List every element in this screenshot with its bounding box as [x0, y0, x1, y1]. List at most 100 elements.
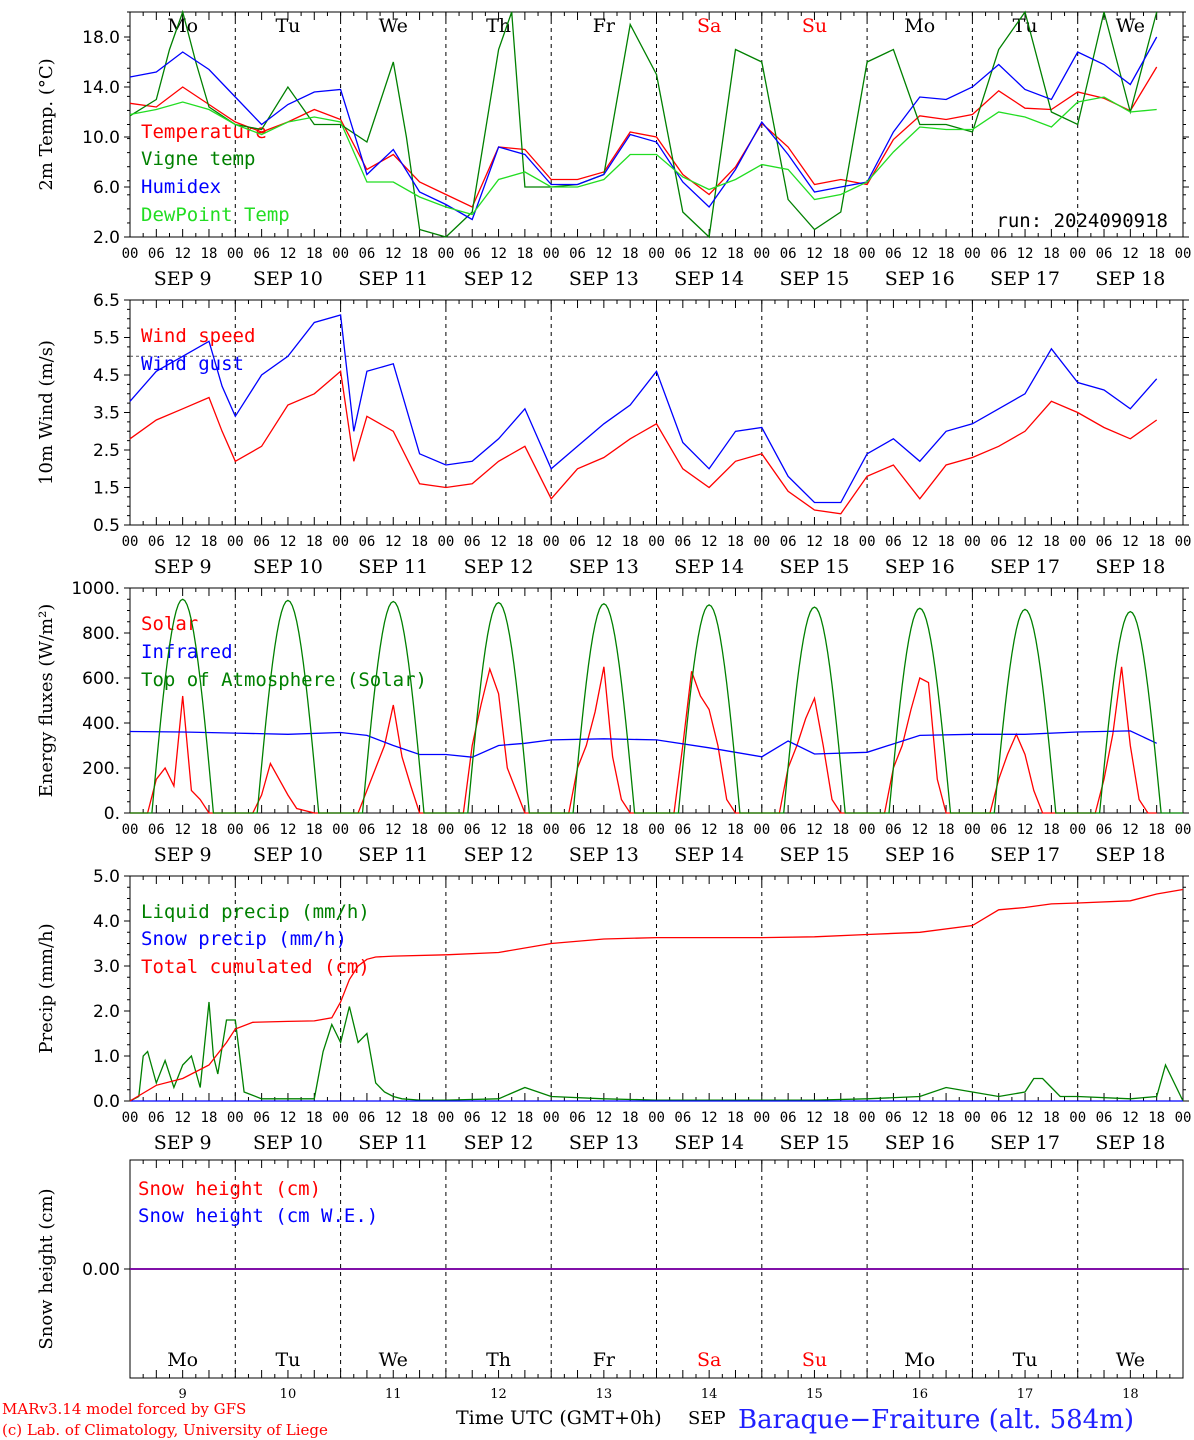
- hour-label: 00: [964, 246, 981, 262]
- day-number-label: 16: [911, 1387, 928, 1402]
- date-label: SEP 12: [464, 844, 534, 866]
- hour-label: 18: [411, 534, 428, 550]
- legend-entry: Infrared: [141, 641, 233, 663]
- hour-label: 12: [806, 1110, 823, 1126]
- weekday-label: Su: [802, 1349, 827, 1371]
- hour-label: 06: [464, 246, 481, 262]
- date-label: SEP 11: [358, 1132, 428, 1154]
- hour-label: 06: [569, 1110, 586, 1126]
- legend-entry: Top of Atmosphere (Solar): [141, 669, 427, 691]
- day-number-label: 18: [1122, 1387, 1139, 1402]
- date-label: SEP 16: [885, 1132, 955, 1154]
- hour-label: 18: [622, 534, 639, 550]
- y-tick-label: 2.0: [93, 228, 120, 248]
- hour-label: 00: [122, 246, 139, 262]
- hour-label: 00: [648, 534, 665, 550]
- hour-label: 06: [569, 534, 586, 550]
- y-axis-label: 10m Wind (m/s): [36, 340, 57, 485]
- y-tick-label: 10.0: [82, 128, 120, 148]
- hour-label: 12: [174, 246, 191, 262]
- hour-label: 18: [411, 1110, 428, 1126]
- hour-label: 00: [648, 1110, 665, 1126]
- date-label: SEP 18: [1095, 844, 1165, 866]
- y-tick-label: 4.5: [93, 366, 120, 386]
- hour-label: 06: [885, 822, 902, 838]
- hour-label: 12: [806, 246, 823, 262]
- hour-label: 18: [1148, 246, 1165, 262]
- hour-label: 00: [859, 822, 876, 838]
- weekday-label: Tu: [1013, 15, 1038, 37]
- date-label: SEP 15: [780, 1132, 850, 1154]
- hour-label: 12: [595, 246, 612, 262]
- hour-label: 06: [358, 246, 375, 262]
- hour-label: 18: [832, 246, 849, 262]
- date-label: SEP 13: [569, 1132, 639, 1154]
- hour-label: 06: [990, 1110, 1007, 1126]
- hour-label: 12: [490, 534, 507, 550]
- hour-label: 00: [1175, 822, 1192, 838]
- date-label: SEP 10: [253, 556, 323, 578]
- date-label: SEP 11: [358, 556, 428, 578]
- hour-label: 00: [753, 534, 770, 550]
- weekday-label: We: [379, 15, 408, 37]
- hour-label: 06: [358, 822, 375, 838]
- hour-label: 00: [437, 1110, 454, 1126]
- hour-label: 18: [622, 246, 639, 262]
- date-label: SEP 18: [1095, 556, 1165, 578]
- series-line-dewpoint-temp: [129, 96, 1157, 216]
- weekday-label: Tu: [275, 1349, 300, 1371]
- y-tick-label: 18.0: [82, 28, 120, 48]
- y-tick-label: 2.0: [93, 1002, 120, 1022]
- hour-label: 06: [885, 246, 902, 262]
- hour-label: 18: [622, 822, 639, 838]
- legend-entry: Wind gust: [141, 353, 244, 375]
- hour-label: 06: [674, 534, 691, 550]
- hour-label: 00: [437, 534, 454, 550]
- weekday-label: Mo: [904, 1349, 935, 1371]
- hour-label: 00: [437, 246, 454, 262]
- lab-credit: (c) Lab. of Climatology, University of L…: [2, 1421, 328, 1439]
- time-axis-label: Time UTC (GMT+0h): [456, 1407, 662, 1429]
- y-tick-label: 6.0: [93, 178, 120, 198]
- y-tick-label: 6.5: [93, 291, 120, 311]
- y-tick-label: 400.: [82, 714, 120, 734]
- hour-label: 06: [358, 534, 375, 550]
- hour-label: 00: [964, 534, 981, 550]
- date-label: SEP 18: [1095, 1132, 1165, 1154]
- hour-label: 12: [385, 246, 402, 262]
- hour-label: 06: [780, 246, 797, 262]
- panel-4: 0.0 1.0 2.0 3.0 4.0 5.0 Precip (mm/h) 00 06 12 18 S…: [36, 867, 1191, 1154]
- series-line-wind-gust: [129, 314, 1158, 504]
- hour-label: 00: [332, 822, 349, 838]
- hour-label: 12: [911, 1110, 928, 1126]
- date-label: SEP 11: [358, 268, 428, 290]
- hour-label: 18: [201, 1110, 218, 1126]
- day-number-label: 14: [701, 1387, 718, 1402]
- date-label: SEP 17: [990, 844, 1060, 866]
- hour-label: 12: [1017, 1110, 1034, 1126]
- hour-label: 12: [1017, 246, 1034, 262]
- hour-label: 00: [332, 1110, 349, 1126]
- date-label: SEP 15: [780, 844, 850, 866]
- y-tick-label: 3.5: [93, 404, 120, 424]
- hour-label: 00: [227, 822, 244, 838]
- weekday-label: Fr: [593, 1349, 616, 1371]
- hour-label: 12: [385, 822, 402, 838]
- date-label: SEP 14: [674, 556, 744, 578]
- hour-label: 18: [1043, 822, 1060, 838]
- date-label: SEP 16: [885, 844, 955, 866]
- hour-label: 00: [227, 1110, 244, 1126]
- weekday-label: Tu: [275, 15, 300, 37]
- weekday-label: Su: [802, 15, 827, 37]
- hour-label: 18: [727, 822, 744, 838]
- y-tick-label: 1000.: [71, 579, 120, 599]
- y-tick-label: 200.: [82, 759, 120, 779]
- hour-label: 18: [201, 246, 218, 262]
- weekday-label: Th: [486, 1349, 511, 1371]
- hour-label: 00: [437, 822, 454, 838]
- date-label: SEP 9: [154, 1132, 212, 1154]
- hour-label: 12: [806, 822, 823, 838]
- hour-label: 12: [1122, 1110, 1139, 1126]
- y-tick-label: 600.: [82, 669, 120, 689]
- hour-label: 12: [595, 822, 612, 838]
